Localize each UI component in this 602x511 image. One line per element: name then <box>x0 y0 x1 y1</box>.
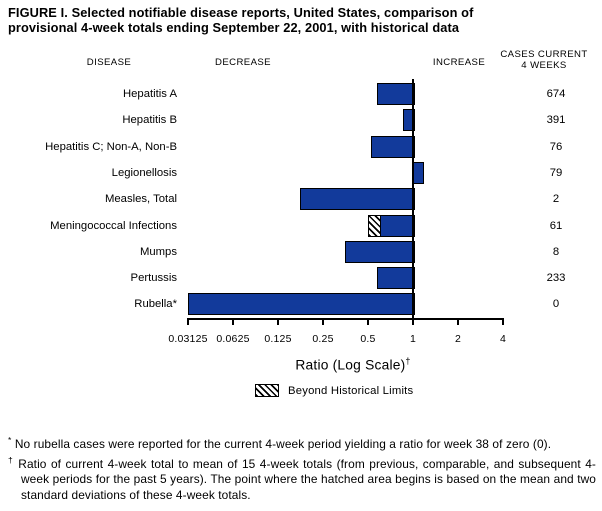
x-axis-line <box>187 318 504 320</box>
row-label-hepatitis-a: Hepatitis A <box>122 88 177 100</box>
ratio-bar <box>370 136 415 158</box>
ratio-bar <box>403 109 415 131</box>
x-axis-tick-label: 0.0625 <box>216 333 250 345</box>
x-axis-tick-label: 1 <box>409 333 417 345</box>
column-header-increase: INCREASE <box>432 57 486 68</box>
cases-count: 391 <box>546 114 566 126</box>
x-axis-tick <box>322 319 324 325</box>
beyond-limits-hatch <box>369 216 380 236</box>
column-header-disease: DISEASE <box>86 57 132 68</box>
baseline-ratio-line <box>412 79 414 320</box>
footnotes: * No rubella cases were reported for the… <box>8 433 596 503</box>
footnote-ratio: † Ratio of current 4-week total to mean … <box>8 454 596 502</box>
cases-count: 61 <box>549 220 563 232</box>
x-axis-tick <box>232 319 234 325</box>
footnote-rubella: * No rubella cases were reported for the… <box>8 435 552 451</box>
row-label-meningococcal-infections: Meningococcal Infections <box>50 220 177 232</box>
asterisk-footnote-mark: * <box>8 435 12 445</box>
ratio-bar <box>376 267 415 289</box>
cases-count: 79 <box>549 167 563 179</box>
ratio-bar <box>299 188 415 210</box>
cases-count: 674 <box>546 88 566 100</box>
dagger-footnote-mark: † <box>405 356 411 366</box>
ratio-bar <box>413 162 424 184</box>
x-axis-label: Ratio (Log Scale)† <box>295 356 411 373</box>
cases-count: 0 <box>552 298 560 310</box>
cases-current-line1: CASES CURRENT <box>500 49 588 60</box>
row-label-hepatitis-c-non-a-non-b: Hepatitis C; Non-A, Non-B <box>45 141 177 153</box>
ratio-bar <box>368 215 415 237</box>
column-header-decrease: DECREASE <box>215 57 271 68</box>
row-label-rubella-: Rubella* <box>134 298 177 310</box>
x-axis-tick <box>187 319 189 325</box>
row-label-measles-total: Measles, Total <box>104 193 177 205</box>
x-axis-tick-label: 0.5 <box>360 333 376 345</box>
row-label-mumps: Mumps <box>139 246 177 258</box>
ratio-bar-fill <box>379 216 414 236</box>
ratio-bar <box>344 241 415 263</box>
column-header-cases-current: CASES CURRENT 4 WEEKS <box>489 49 599 71</box>
ratio-bar <box>188 293 415 315</box>
cases-count: 233 <box>546 272 566 284</box>
figure-title-line1: FIGURE I. Selected notifiable disease re… <box>8 5 474 20</box>
x-axis-tick-label: 2 <box>454 333 462 345</box>
x-axis-tick <box>457 319 459 325</box>
dagger-footnote-mark: † <box>8 454 14 465</box>
cases-count: 8 <box>552 246 560 258</box>
hatch-swatch-icon <box>255 384 279 397</box>
cases-current-line2: 4 WEEKS <box>521 60 567 71</box>
ratio-bar <box>376 83 415 105</box>
figure-title: FIGURE I. Selected notifiable disease re… <box>8 5 596 35</box>
row-label-pertussis: Pertussis <box>130 272 177 284</box>
figure-title-line2: provisional 4-week totals ending Septemb… <box>8 19 460 35</box>
x-axis-tick <box>277 319 279 325</box>
x-axis-tick <box>367 319 369 325</box>
x-axis-tick-label: 0.125 <box>264 333 292 345</box>
x-axis-tick-label: 4 <box>499 333 507 345</box>
x-axis-tick-label: 0.25 <box>312 333 334 345</box>
x-axis-tick-label: 0.03125 <box>168 333 208 345</box>
cases-count: 2 <box>552 193 560 205</box>
x-axis-tick <box>412 319 414 325</box>
cases-count: 76 <box>549 141 563 153</box>
legend-label: Beyond Historical Limits <box>288 384 414 397</box>
legend: Beyond Historical Limits <box>255 384 413 397</box>
row-label-hepatitis-b: Hepatitis B <box>122 114 177 126</box>
x-axis-tick <box>502 319 504 325</box>
row-label-legionellosis: Legionellosis <box>111 167 177 179</box>
